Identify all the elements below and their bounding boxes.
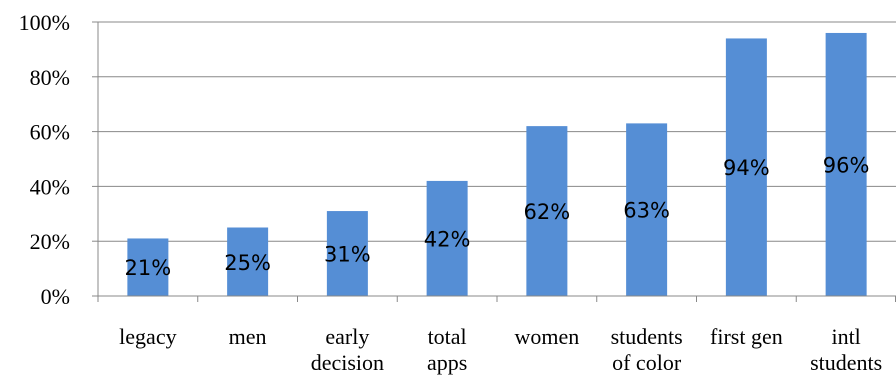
x-tick-label: students: [810, 350, 882, 375]
y-tick-label: 40%: [30, 174, 70, 199]
data-label: 21%: [125, 256, 172, 280]
y-tick-label: 100%: [19, 10, 70, 35]
data-label: 25%: [224, 251, 271, 275]
bar: [426, 180, 468, 296]
x-tick-label: total: [428, 324, 467, 349]
x-tick-label: men: [229, 324, 267, 349]
x-tick-label: of color: [612, 350, 682, 375]
data-label: 31%: [324, 243, 371, 267]
y-tick-label: 60%: [30, 120, 70, 145]
y-tick-label: 20%: [30, 229, 70, 254]
bar: [227, 227, 269, 296]
x-tick-label: apps: [427, 350, 467, 375]
data-label: 94%: [723, 156, 770, 180]
x-tick-label: women: [514, 324, 579, 349]
bar: [725, 38, 767, 296]
bar: [326, 211, 368, 296]
y-tick-label: 0%: [41, 284, 70, 309]
data-label: 42%: [424, 227, 471, 251]
data-label: 96%: [823, 153, 870, 177]
axes: [92, 21, 896, 302]
bar: [526, 126, 568, 297]
x-tick-label: decision: [311, 350, 384, 375]
bar: [127, 238, 169, 296]
gridlines: [98, 21, 896, 242]
x-tick-label: early: [325, 324, 369, 349]
bar: [626, 123, 668, 296]
data-label: 62%: [524, 200, 571, 224]
bar: [825, 32, 867, 297]
bars: [127, 32, 867, 297]
data-labels: 21% 25% 31% 42% 62% 63% 94% 96%: [125, 153, 870, 280]
x-tick-label: intl: [831, 324, 860, 349]
y-tick-label: 80%: [30, 65, 70, 90]
y-tick-labels: 0% 20% 40% 60% 80% 100%: [19, 10, 70, 309]
x-tick-label: legacy: [119, 324, 176, 349]
x-tick-label: students: [611, 324, 683, 349]
data-label: 63%: [623, 199, 670, 223]
x-tick-label: first gen: [710, 324, 783, 349]
